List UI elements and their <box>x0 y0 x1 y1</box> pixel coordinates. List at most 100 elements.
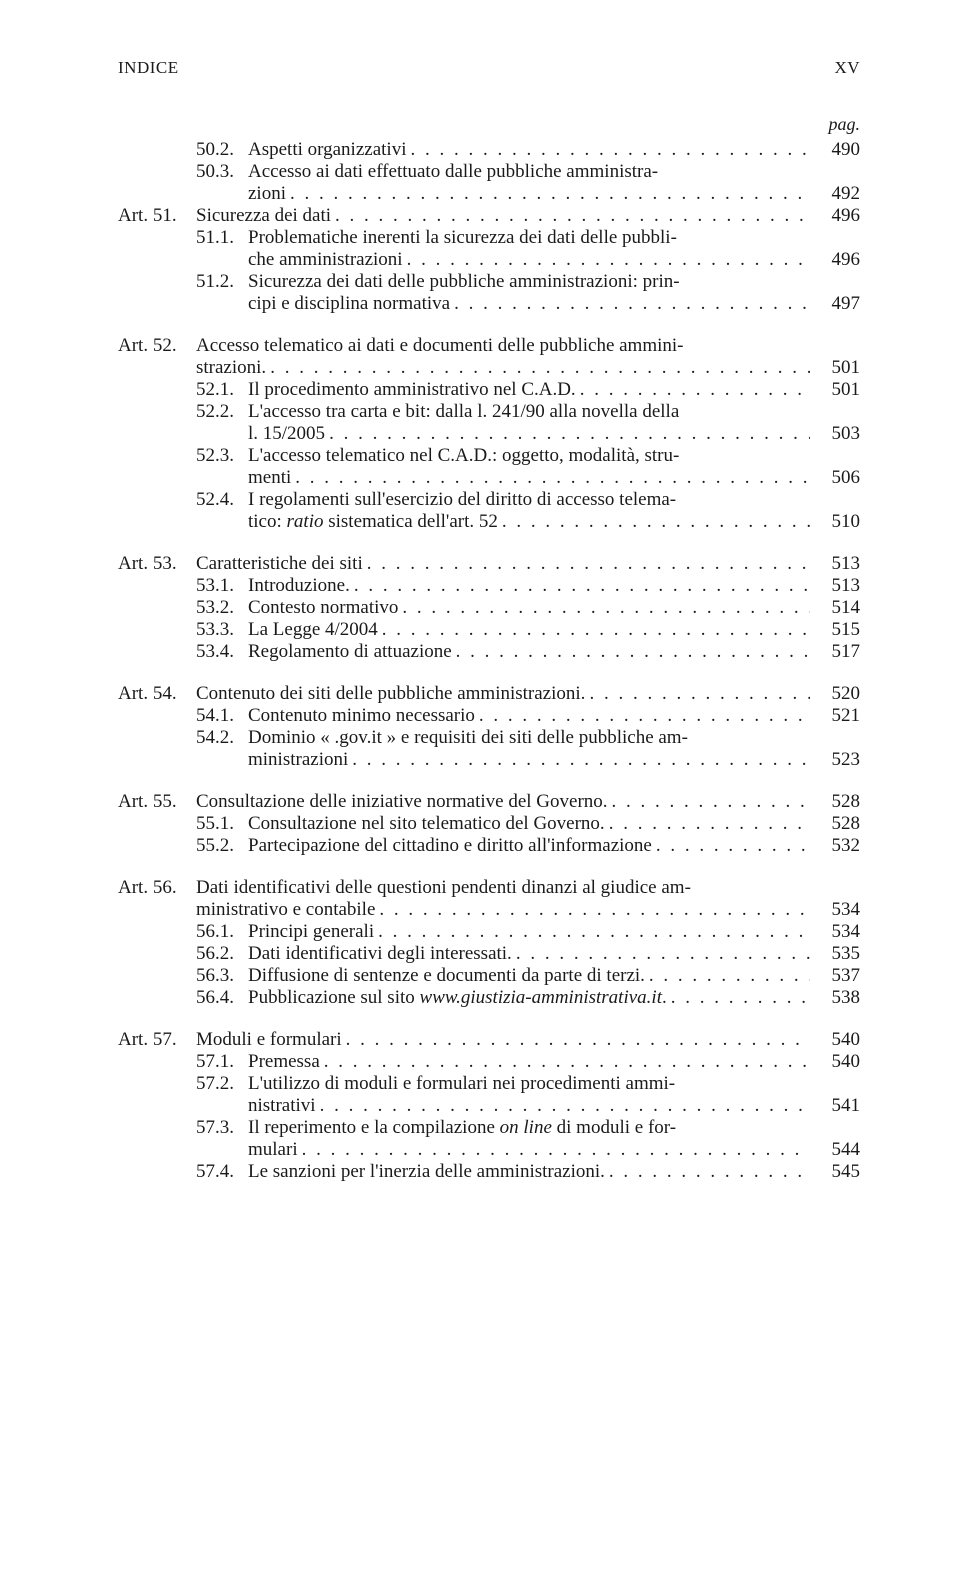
page-number: 513 <box>810 575 860 597</box>
toc-row: 54.1.Contenuto minimo necessario. . . . … <box>118 705 860 727</box>
entry-line: tico: ratio sistematica dell'art. 52 <box>248 511 498 533</box>
dot-leader: . . . . . . . . . . . . . . . . . . . . … <box>576 379 810 401</box>
sub-label: 50.2. <box>196 139 248 161</box>
sub-label: 54.2. <box>196 727 248 749</box>
sub-label: 50.3. <box>196 161 248 183</box>
entry-line: Partecipazione del cittadino e diritto a… <box>248 835 652 857</box>
toc-row: 57.3.Il reperimento e la compilazione on… <box>118 1117 860 1139</box>
toc-block: Art. 57.Moduli e formulari. . . . . . . … <box>118 1029 860 1183</box>
dot-leader: . . . . . . . . . . . . . . . . . . . . … <box>645 965 810 987</box>
entry-text: Pubblicazione sul sito www.giustizia-amm… <box>248 987 810 1009</box>
toc-row: che amministrazioni. . . . . . . . . . .… <box>118 249 860 271</box>
toc-row: 50.2.Aspetti organizzativi. . . . . . . … <box>118 139 860 161</box>
entry-text: Dati identificativi degli interessati.. … <box>248 943 810 965</box>
sub-label: 57.2. <box>196 1073 248 1095</box>
sub-label: 53.3. <box>196 619 248 641</box>
art-label: Art. 52. <box>118 335 196 357</box>
entry-line: ministrazioni <box>248 749 348 771</box>
page-header: INDICE XV <box>118 58 860 78</box>
entry-line: Diffusione di sentenze e documenti da pa… <box>248 965 645 987</box>
dot-leader: . . . . . . . . . . . . . . . . . . . . … <box>298 1139 810 1161</box>
toc-row: Art. 53.Caratteristiche dei siti. . . . … <box>118 553 860 575</box>
entry-text: mulari. . . . . . . . . . . . . . . . . … <box>248 1139 810 1161</box>
entry-text: L'accesso telematico nel C.A.D.: oggetto… <box>248 445 810 467</box>
dot-leader: . . . . . . . . . . . . . . . . . . . . … <box>512 943 810 965</box>
page-number: 520 <box>810 683 860 705</box>
sub-label: 53.2. <box>196 597 248 619</box>
entry-line: Introduzione. <box>248 575 350 597</box>
toc-row: 52.3.L'accesso telematico nel C.A.D.: og… <box>118 445 860 467</box>
dot-leader: . . . . . . . . . . . . . . . . . . . . … <box>331 205 810 227</box>
dot-leader: . . . . . . . . . . . . . . . . . . . . … <box>286 183 810 205</box>
entry-line: Il reperimento e la compilazione on line… <box>248 1117 676 1139</box>
entry-line: Dati identificativi degli interessati. <box>248 943 512 965</box>
page-number: 492 <box>810 183 860 205</box>
entry-line: Aspetti organizzativi <box>248 139 406 161</box>
page-number: 528 <box>810 791 860 813</box>
toc-row: Art. 57.Moduli e formulari. . . . . . . … <box>118 1029 860 1051</box>
entry-text: cipi e disciplina normativa. . . . . . .… <box>248 293 810 315</box>
entry-text: nistrativi. . . . . . . . . . . . . . . … <box>248 1095 810 1117</box>
toc-row: 55.2.Partecipazione del cittadino e diri… <box>118 835 860 857</box>
page-number: 541 <box>810 1095 860 1117</box>
entry-text: Il procedimento amministrativo nel C.A.D… <box>248 379 810 401</box>
dot-leader: . . . . . . . . . . . . . . . . . . . . … <box>498 511 810 533</box>
dot-leader: . . . . . . . . . . . . . . . . . . . . … <box>291 467 810 489</box>
entry-line: Contesto normativo <box>248 597 398 619</box>
entry-line: Il procedimento amministrativo nel C.A.D… <box>248 379 576 401</box>
dot-leader: . . . . . . . . . . . . . . . . . . . . … <box>605 1161 810 1183</box>
dot-leader: . . . . . . . . . . . . . . . . . . . . … <box>350 575 810 597</box>
sub-label: 55.2. <box>196 835 248 857</box>
toc-row: 52.1.Il procedimento amministrativo nel … <box>118 379 860 401</box>
entry-text: zioni. . . . . . . . . . . . . . . . . .… <box>248 183 810 205</box>
sub-label: 52.4. <box>196 489 248 511</box>
page-number: 532 <box>810 835 860 857</box>
toc-row: 51.2.Sicurezza dei dati delle pubbliche … <box>118 271 860 293</box>
sub-label: 53.4. <box>196 641 248 663</box>
toc-row: 57.2.L'utilizzo di moduli e formulari ne… <box>118 1073 860 1095</box>
toc-row: Art. 56.Dati identificativi delle questi… <box>118 877 860 899</box>
entry-line: I regolamenti sull'esercizio del diritto… <box>248 489 676 511</box>
entry-text: Accesso telematico ai dati e documenti d… <box>196 335 810 357</box>
toc-row: mulari. . . . . . . . . . . . . . . . . … <box>118 1139 860 1161</box>
page: INDICE XV pag. 50.2.Aspetti organizzativ… <box>0 0 960 1283</box>
entry-text: Partecipazione del cittadino e diritto a… <box>248 835 810 857</box>
entry-line: Regolamento di attuazione <box>248 641 452 663</box>
toc-row: nistrativi. . . . . . . . . . . . . . . … <box>118 1095 860 1117</box>
sub-label: 51.1. <box>196 227 248 249</box>
dot-leader: . . . . . . . . . . . . . . . . . . . . … <box>374 921 810 943</box>
dot-leader: . . . . . . . . . . . . . . . . . . . . … <box>605 813 810 835</box>
toc-row: l. 15/2005. . . . . . . . . . . . . . . … <box>118 423 860 445</box>
entry-line: Consultazione nel sito telematico del Go… <box>248 813 605 835</box>
toc-row: 56.1.Principi generali. . . . . . . . . … <box>118 921 860 943</box>
entry-text: L'accesso tra carta e bit: dalla l. 241/… <box>248 401 810 423</box>
entry-line: Sicurezza dei dati delle pubbliche ammin… <box>248 271 680 293</box>
entry-text: Sicurezza dei dati. . . . . . . . . . . … <box>196 205 810 227</box>
page-number: 510 <box>810 511 860 533</box>
pag-label: pag. <box>118 114 860 135</box>
entry-line: cipi e disciplina normativa <box>248 293 450 315</box>
entry-line: Contenuto dei siti delle pubbliche ammin… <box>196 683 585 705</box>
toc-row: ministrazioni. . . . . . . . . . . . . .… <box>118 749 860 771</box>
toc-row: 50.3.Accesso ai dati effettuato dalle pu… <box>118 161 860 183</box>
entry-line: Contenuto minimo necessario <box>248 705 475 727</box>
page-number: 534 <box>810 921 860 943</box>
sub-label: 53.1. <box>196 575 248 597</box>
entry-text: I regolamenti sull'esercizio del diritto… <box>248 489 810 511</box>
sub-label: 55.1. <box>196 813 248 835</box>
entry-text: menti. . . . . . . . . . . . . . . . . .… <box>248 467 810 489</box>
toc-row: 52.2.L'accesso tra carta e bit: dalla l.… <box>118 401 860 423</box>
toc-row: 56.2.Dati identificativi degli interessa… <box>118 943 860 965</box>
toc-row: 53.2.Contesto normativo. . . . . . . . .… <box>118 597 860 619</box>
page-number: 534 <box>810 899 860 921</box>
toc-row: 51.1.Problematiche inerenti la sicurezza… <box>118 227 860 249</box>
entry-text: Problematiche inerenti la sicurezza dei … <box>248 227 810 249</box>
page-number: 506 <box>810 467 860 489</box>
entry-line: ministrativo e contabile <box>196 899 375 921</box>
dot-leader: . . . . . . . . . . . . . . . . . . . . … <box>406 139 810 161</box>
page-number: 545 <box>810 1161 860 1183</box>
page-number: 503 <box>810 423 860 445</box>
dot-leader: . . . . . . . . . . . . . . . . . . . . … <box>398 597 810 619</box>
entry-text: ministrativo e contabile. . . . . . . . … <box>196 899 810 921</box>
entry-text: Contenuto dei siti delle pubbliche ammin… <box>196 683 810 705</box>
